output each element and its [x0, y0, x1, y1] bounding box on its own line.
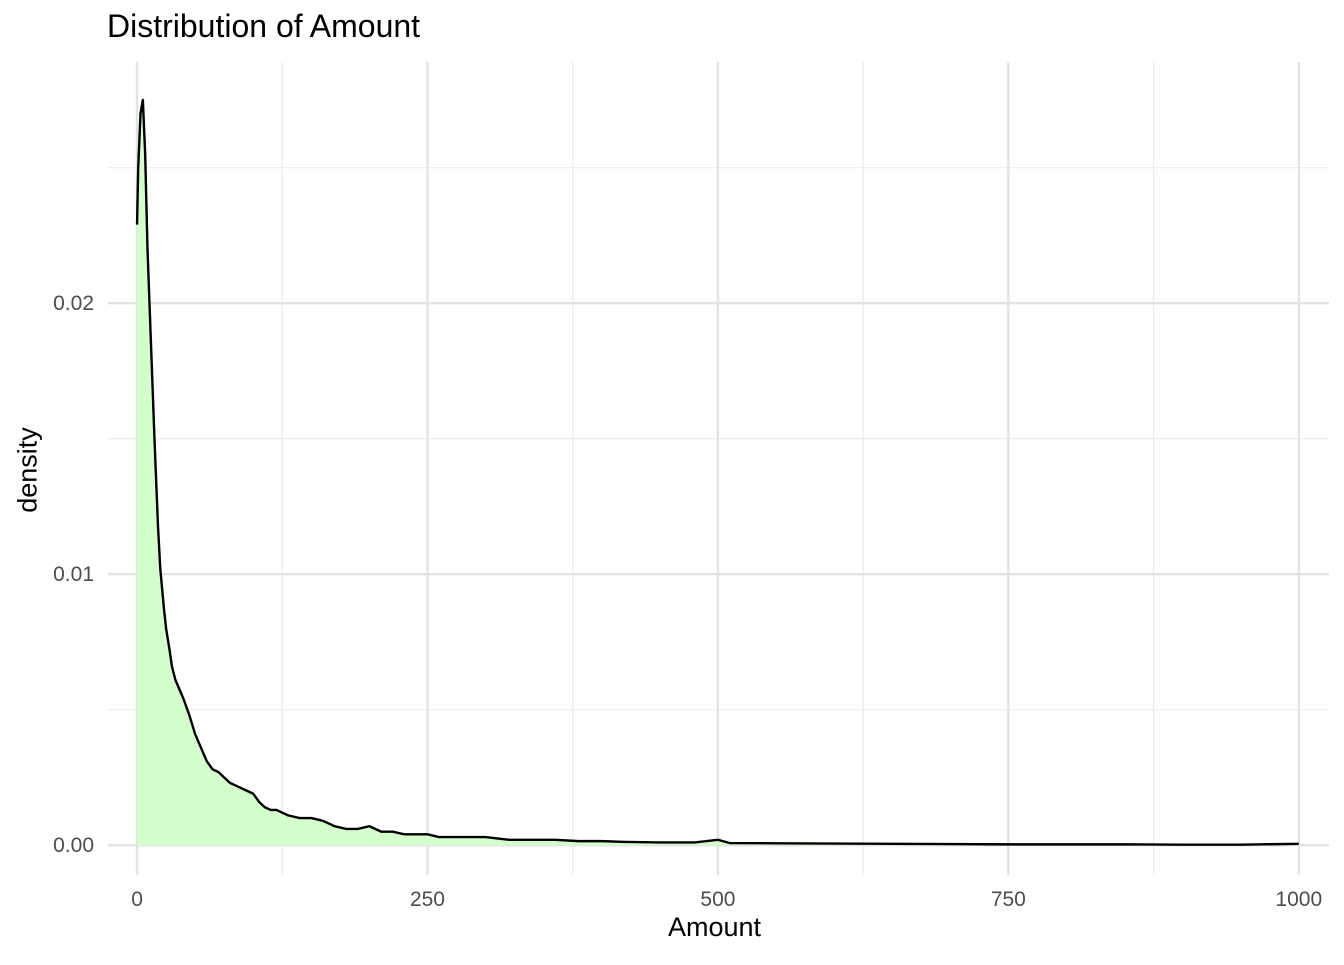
y-tick-label: 0.00 [53, 834, 94, 857]
x-tick-label: 250 [410, 888, 445, 911]
y-tick-label: 0.02 [53, 292, 94, 315]
grid-lines [108, 62, 1329, 875]
chart-title: Distribution of Amount [107, 8, 421, 44]
x-tick-label: 1000 [1275, 888, 1322, 911]
y-axis-label: density [12, 427, 43, 513]
x-axis-label: Amount [668, 912, 762, 942]
x-tick-label: 750 [991, 888, 1026, 911]
x-tick-label: 500 [700, 888, 735, 911]
x-tick-label: 0 [131, 888, 143, 911]
density-line [135, 98, 1299, 846]
density-curve [135, 98, 1299, 846]
y-axis-ticks: 0.00 0.01 0.02 [53, 292, 94, 857]
x-axis-ticks: 0 250 500 750 1000 [131, 888, 1322, 911]
y-tick-label: 0.01 [53, 563, 94, 586]
